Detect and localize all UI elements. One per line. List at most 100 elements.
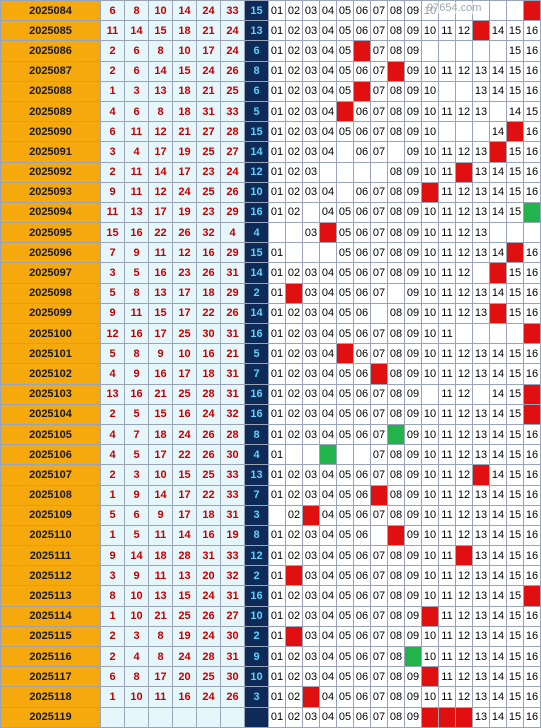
blue-trend-cell [489,222,507,244]
blue-trend-cell: 06 [353,100,371,123]
red-ball-number: 15 [172,464,197,486]
red-ball-number: 25 [196,141,221,163]
blue-trend-cell: 03 [302,645,320,668]
red-ball-number: 8 [124,666,149,688]
blue-trend-cell: 12 [455,464,473,486]
blue-trend-cell: 05 [336,625,354,648]
red-ball-number: 8 [124,0,149,22]
red-ball-number: 33 [220,464,245,486]
blue-trend-cell: 09 [404,80,422,102]
blue-trend-cell: 10 [421,100,439,123]
red-ball-number: 10 [148,0,173,22]
red-ball-number: 9 [100,302,125,325]
blue-trend-cell: 16 [523,524,541,547]
blue-trend-cell: 11 [438,383,456,405]
blue-trend-cell: 08 [387,706,405,728]
blue-ball-number: 16 [244,383,269,405]
blue-trend-cell: 04 [319,423,337,446]
blue-trend-cell: 10 [421,403,439,425]
blue-trend-cell: 06 [353,222,371,244]
blue-trend-cell [336,343,354,365]
blue-trend-cell: 04 [319,585,337,607]
blue-trend-cell: 04 [319,100,337,123]
blue-trend-cell: 03 [302,666,320,688]
blue-trend-cell: 09 [404,20,422,42]
red-ball-number: 32 [220,565,245,587]
blue-trend-cell: 07 [370,262,388,284]
blue-trend-cell: 16 [523,80,541,102]
blue-trend-cell [268,222,286,244]
red-ball-number: 15 [148,302,173,325]
issue-number: 2025093 [0,181,101,203]
red-ball-number: 21 [148,605,173,627]
blue-trend-cell: 15 [506,484,524,506]
blue-trend-cell: 07 [370,181,388,203]
red-ball-number: 10 [124,605,149,627]
blue-trend-cell: 14 [489,80,507,102]
blue-trend-cell: 15 [506,524,524,547]
table-row: 2025105 4 7 18 24 26 28 8 01 02 03 04 05 06 07 09 10 11 12… [0,423,541,446]
red-ball-number: 26 [196,605,221,627]
red-ball-number: 25 [196,464,221,486]
red-ball-number: 6 [124,100,149,123]
blue-trend-cell: 11 [438,201,456,224]
red-ball-number: 31 [220,645,245,668]
blue-trend-cell: 12 [455,686,473,708]
red-ball-number: 16 [124,383,149,405]
red-ball-number: 3 [124,80,149,102]
table-row: 2025089 4 6 8 18 31 33 5 01 02 03 04 06 07 08 09 10 11 12 1… [0,100,541,123]
blue-trend-cell: 09 [404,464,422,486]
red-ball-number: 1 [100,484,125,506]
blue-trend-cell: 01 [268,423,286,446]
blue-trend-cell: 07 [370,20,388,42]
blue-trend-cell: 04 [319,625,337,648]
blue-trend-cell: 07 [370,40,388,62]
blue-trend-cell: 13 [472,222,490,244]
blue-trend-cell: 03 [302,100,320,123]
blue-trend-cell: 16 [523,181,541,203]
blue-trend-cell: 13 [472,141,490,163]
red-ball-number: 25 [172,605,197,627]
issue-number: 2025094 [0,201,101,224]
blue-trend-cell: 01 [268,524,286,547]
red-ball-number: 29 [220,201,245,224]
red-ball-number: 3 [100,565,125,587]
blue-trend-cell [370,363,388,385]
blue-trend-cell: 11 [438,545,456,567]
red-ball-number: 12 [148,121,173,143]
blue-trend-cell: 16 [523,625,541,648]
blue-trend-cell: 01 [268,625,286,648]
blue-trend-cell: 02 [285,363,303,385]
blue-trend-cell: 06 [353,302,371,325]
red-ball-number: 18 [148,545,173,567]
blue-trend-cell: 16 [523,666,541,688]
blue-trend-cell: 16 [523,141,541,163]
blue-trend-cell [455,545,473,567]
red-ball-number: 25 [172,383,197,405]
blue-trend-cell: 12 [455,141,473,163]
red-ball-number: 28 [172,545,197,567]
blue-trend-cell: 09 [404,141,422,163]
red-ball-number: 9 [124,484,149,506]
blue-ball-number: 10 [244,666,269,688]
blue-trend-cell: 12 [455,20,473,42]
blue-trend-cell: 03 [302,322,320,345]
blue-trend-cell: 15 [506,181,524,203]
blue-trend-cell: 10 [421,645,439,668]
blue-trend-cell: 05 [336,121,354,143]
red-ball-number: 23 [196,201,221,224]
blue-trend-cell [319,242,337,264]
blue-trend-cell: 13 [472,403,490,425]
issue-number: 2025115 [0,625,101,648]
issue-number: 2025116 [0,645,101,668]
blue-trend-cell: 01 [268,100,286,123]
blue-trend-cell: 15 [506,545,524,567]
issue-number: 2025085 [0,20,101,42]
blue-trend-cell [387,141,405,163]
blue-trend-cell: 01 [268,20,286,42]
blue-trend-cell: 10 [421,524,439,547]
blue-trend-cell [455,121,473,143]
issue-number: 2025107 [0,464,101,486]
blue-ball-number: 13 [244,464,269,486]
blue-trend-cell: 04 [319,282,337,304]
